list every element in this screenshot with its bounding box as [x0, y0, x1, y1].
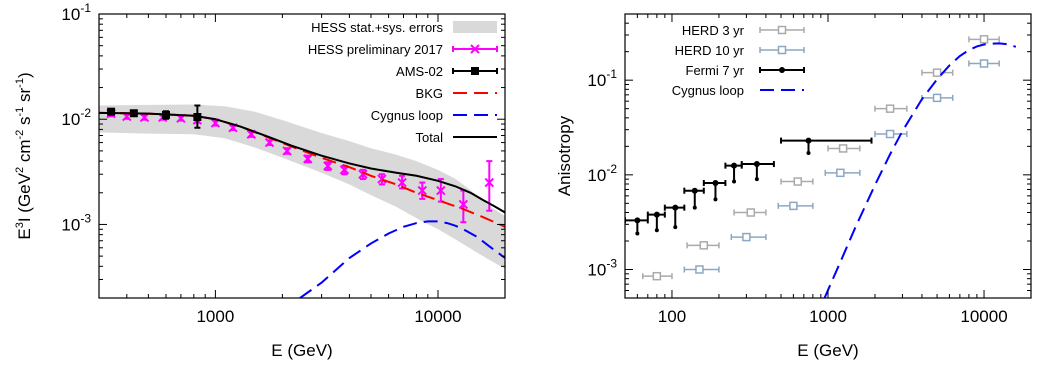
- x-tick-label: 1000: [196, 307, 234, 326]
- legend-item-hess-preliminary-2017: HESS preliminary 2017: [308, 42, 498, 57]
- fermi-7-yr-point: [780, 137, 873, 156]
- hess-preliminary-2017-point: [139, 112, 150, 123]
- cygnus-loop-curve: [299, 220, 505, 298]
- cygnus-loop-curve: [823, 42, 1017, 298]
- legend-label: Total: [416, 130, 444, 145]
- fermi-7-yr-point: [625, 217, 649, 236]
- legend-label: Cygnus loop: [672, 83, 744, 98]
- plot-area: [625, 35, 1017, 298]
- hess-preliminary-2017-point: [417, 181, 427, 200]
- herd-3-yr-point: [780, 177, 814, 186]
- hess-preliminary-2017-point: [377, 173, 387, 186]
- legend-label: HERD 10 yr: [675, 43, 745, 58]
- x-axis-label: E (GeV): [271, 341, 332, 360]
- legend-label: HERD 3 yr: [682, 23, 745, 38]
- plot-frame: [98, 13, 506, 299]
- herd-10-yr-point: [874, 129, 908, 139]
- legend-label: Fermi 7 yr: [686, 63, 745, 78]
- legend-label: HESS preliminary 2017: [308, 42, 443, 57]
- hess-preliminary-2017-point: [264, 137, 275, 148]
- legend-item-total: Total: [416, 130, 497, 145]
- right-panel-anisotropy: 100 1000 10000 10-1 10-2 10-3 E (GeV) Anisotrop…: [555, 13, 1032, 360]
- y-axis-label: Anisotropy: [555, 115, 574, 196]
- total-curve: [99, 111, 505, 214]
- hess-preliminary-2017-point: [210, 118, 221, 128]
- legend-label: HESS stat.+sys. errors: [311, 20, 443, 35]
- hess-preliminary-2017-point: [358, 168, 368, 181]
- hess-preliminary-2017-point: [282, 146, 292, 156]
- legend-label: AMS-02: [396, 64, 443, 79]
- herd-10-yr-point: [921, 93, 954, 103]
- legend-item-fermi-7-yr: Fermi 7 yr: [686, 63, 805, 78]
- herd-10-yr-point: [777, 201, 814, 211]
- herd-10-yr-point: [824, 168, 861, 178]
- herd-3-yr-point: [968, 35, 1000, 44]
- y-axis-label: E3I (GeV2 cm-2 s-1 sr-1): [14, 72, 34, 239]
- plot-area: [99, 104, 505, 298]
- legend: HERD 3 yr HERD 10 yr Fermi 7 yr Cygnus loop: [672, 23, 805, 98]
- hess-preliminary-2017-point: [436, 178, 446, 203]
- herd-10-yr-point: [730, 232, 767, 242]
- y-tick-label: 10-2: [587, 162, 617, 185]
- hess-preliminary-2017-point: [458, 189, 469, 224]
- herd-3-yr-point: [827, 144, 861, 153]
- x-tick-label: 100: [658, 307, 686, 326]
- herd-10-yr-point: [683, 265, 720, 274]
- fermi-7-yr-point: [683, 187, 705, 210]
- y-tick-label: 10-1: [587, 67, 617, 90]
- legend-item-cygnus-loop: Cygnus loop: [672, 83, 804, 98]
- herd-10-yr-point: [968, 59, 1000, 68]
- legend: HESS stat.+sys. errors HESS preliminary 2…: [308, 20, 498, 145]
- herd-3-yr-point: [921, 68, 954, 77]
- left-panel-spectrum: 1000 10000 10-1 10-2 10-3 E (GeV) E3I (GeV2 cm…: [14, 1, 506, 360]
- fermi-7-yr-point: [663, 204, 686, 230]
- fermi-7-yr-point: [724, 162, 743, 184]
- y-tick-label: 10-3: [587, 257, 617, 280]
- hess-preliminary-2017-point: [303, 154, 313, 164]
- legend-label: BKG: [416, 86, 443, 101]
- x-tick-label: 10000: [414, 307, 461, 326]
- herd-3-yr-point: [686, 241, 720, 250]
- y-tick-label: 10-2: [61, 106, 91, 129]
- legend-item-cygnus-loop: Cygnus loop: [371, 108, 497, 123]
- y-tick-label: 10-3: [61, 211, 91, 234]
- fermi-7-yr-point: [740, 161, 775, 182]
- fermi-7-yr-point: [646, 211, 666, 233]
- y-tick-label: 10-1: [61, 1, 91, 24]
- legend-label: Cygnus loop: [371, 108, 443, 123]
- legend-item-bkg: BKG: [416, 86, 497, 101]
- ams-02-point: [107, 107, 116, 116]
- legend-item-hess-stat-sys-errors: HESS stat.+sys. errors: [311, 20, 497, 35]
- legend-item-herd-10-yr: HERD 10 yr: [675, 43, 805, 58]
- hess-preliminary-2017-point: [323, 161, 333, 171]
- herd-3-yr-point: [733, 208, 767, 217]
- x-tick-label: 1000: [809, 307, 847, 326]
- fermi-7-yr-point: [702, 179, 727, 202]
- herd-3-yr-point: [874, 104, 908, 113]
- legend-item-herd-3-yr: HERD 3 yr: [682, 23, 805, 38]
- x-tick-label: 10000: [960, 307, 1007, 326]
- hess-stat-sys-errors-band: [99, 104, 505, 269]
- x-axis-label: E (GeV): [797, 341, 858, 360]
- herd-3-yr-point: [642, 271, 673, 281]
- legend-item-ams-02: AMS-02: [396, 64, 498, 79]
